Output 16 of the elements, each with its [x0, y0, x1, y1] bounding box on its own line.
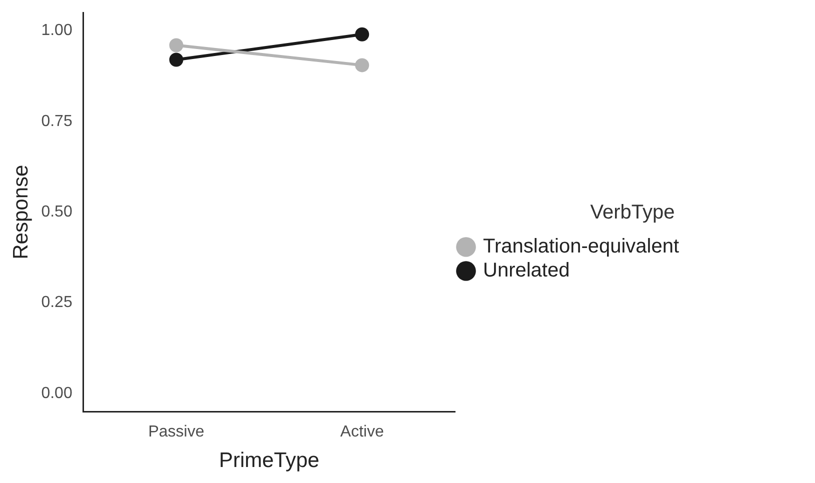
- y-tick-label: 0.00: [41, 384, 72, 402]
- y-axis-title: Response: [9, 164, 32, 260]
- y-tick-label: 0.25: [41, 294, 72, 312]
- x-axis-title: PrimeType: [218, 449, 320, 472]
- x-tick-label: Passive: [148, 424, 204, 441]
- legend-label: Translation-equivalent: [483, 236, 680, 258]
- legend-label: Unrelated: [483, 260, 570, 282]
- point: [355, 27, 370, 42]
- y-tick-label: 1.00: [41, 22, 72, 40]
- point: [355, 58, 370, 72]
- legend-title: VerbType: [590, 202, 675, 224]
- point: [169, 52, 184, 67]
- y-tick-label: 0.75: [41, 112, 72, 130]
- y-tick-label: 0.50: [41, 204, 72, 221]
- point: [169, 38, 184, 52]
- x-tick-label: Active: [340, 424, 384, 441]
